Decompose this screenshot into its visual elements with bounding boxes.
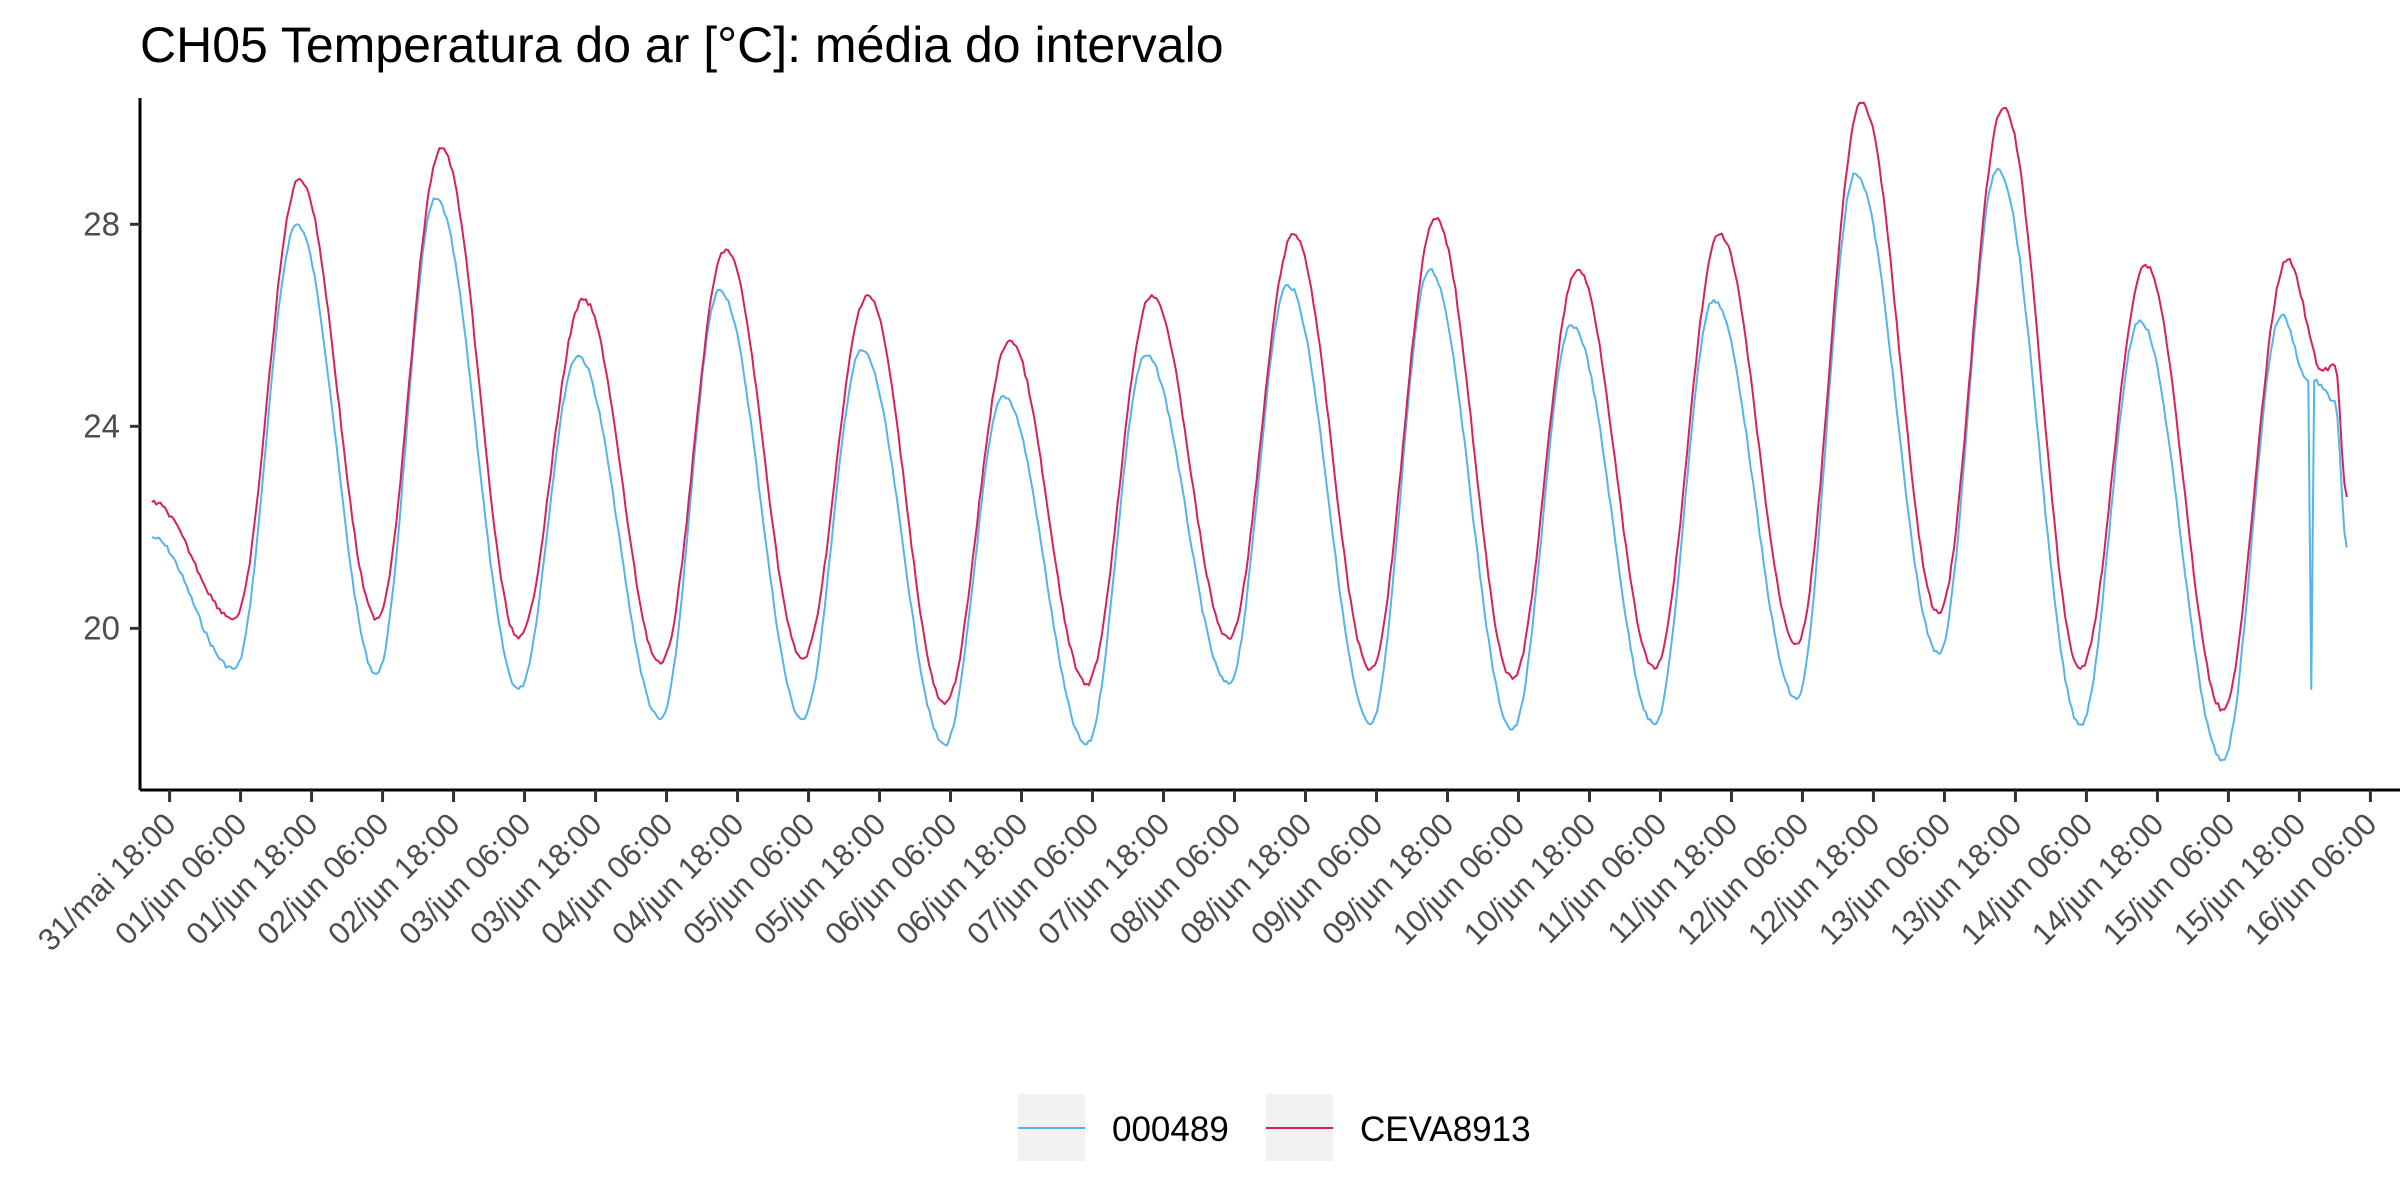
y-ticks: 20 24 28: [83, 205, 140, 646]
legend-label-2: CEVA8913: [1360, 1110, 1531, 1149]
y-tick-label: 20: [83, 609, 120, 646]
series-layer: [151, 101, 2348, 762]
legend-label-1: 000489: [1112, 1110, 1229, 1149]
series-line-2: [151, 101, 2348, 712]
y-tick-label: 28: [83, 205, 120, 242]
chart-title: CH05 Temperatura do ar [°C]: média do in…: [140, 17, 1224, 73]
series-line-1: [151, 167, 2348, 762]
y-tick-label: 24: [83, 407, 120, 444]
legend: 000489 CEVA8913: [1018, 1094, 1531, 1161]
